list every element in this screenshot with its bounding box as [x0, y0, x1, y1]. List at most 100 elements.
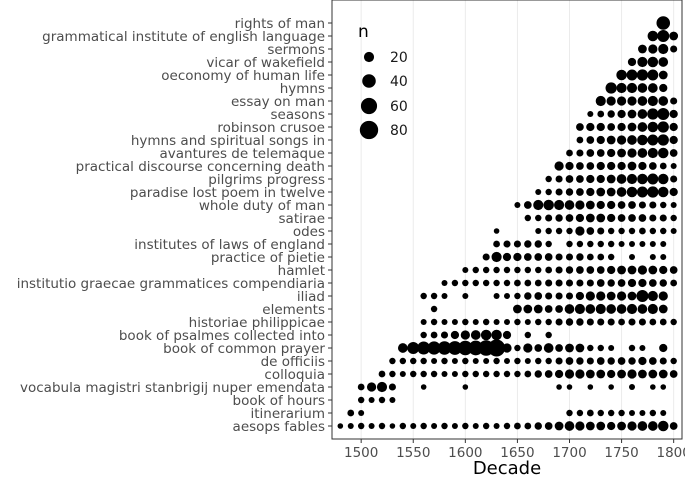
- data-point: [524, 422, 532, 430]
- data-point: [545, 279, 553, 287]
- data-point: [660, 227, 667, 235]
- y-tick-label: oeconomy of human life: [161, 68, 325, 84]
- data-point: [493, 292, 500, 300]
- data-point: [637, 122, 648, 132]
- data-point: [647, 69, 659, 81]
- data-point: [587, 240, 594, 248]
- data-point: [628, 318, 636, 326]
- data-point: [565, 253, 574, 261]
- legend: n 20 40 60 80: [358, 22, 408, 140]
- data-point: [368, 396, 375, 404]
- data-point: [554, 161, 564, 171]
- data-point: [658, 291, 668, 301]
- data-point: [514, 370, 521, 378]
- data-point: [503, 318, 511, 326]
- y-tick-label: vocabula magistri stanbrigij nuper emend…: [20, 380, 325, 396]
- data-point: [607, 409, 615, 417]
- data-point: [564, 200, 575, 210]
- data-point: [441, 318, 448, 326]
- data-point: [555, 279, 563, 287]
- data-point: [427, 341, 441, 355]
- data-point: [524, 214, 532, 222]
- data-point: [670, 214, 677, 222]
- data-point: [544, 370, 553, 378]
- data-point: [493, 357, 500, 365]
- data-point: [524, 279, 532, 287]
- y-tick-label: pilgrims progress: [208, 172, 325, 188]
- data-point: [514, 201, 521, 209]
- data-point: [627, 369, 637, 379]
- data-point: [627, 109, 637, 119]
- data-point: [597, 227, 605, 235]
- legend-key: [360, 97, 378, 115]
- data-point: [376, 381, 388, 393]
- legend-label: 60: [390, 99, 408, 115]
- data-point: [607, 161, 616, 171]
- data-point: [586, 136, 595, 144]
- data-point: [657, 186, 669, 198]
- y-tick-label: itinerarium: [251, 406, 326, 422]
- data-point: [659, 343, 668, 353]
- data-point: [596, 291, 606, 301]
- data-point: [451, 422, 458, 430]
- data-point: [544, 422, 553, 430]
- data-point: [545, 357, 552, 365]
- data-point: [596, 187, 606, 197]
- data-point: [595, 95, 606, 107]
- data-point: [637, 83, 648, 93]
- data-point: [514, 279, 521, 287]
- data-point: [647, 290, 658, 302]
- data-point: [565, 266, 574, 274]
- data-point: [628, 383, 636, 391]
- data-point: [649, 227, 657, 235]
- data-point: [639, 240, 646, 248]
- data-point: [514, 266, 521, 274]
- data-point: [628, 240, 636, 248]
- data-point: [565, 188, 574, 196]
- x-axis: 1500 1550 1600 1650 1700 1750 1800: [344, 439, 685, 461]
- data-point: [357, 422, 365, 430]
- data-point: [470, 330, 481, 340]
- data-point: [514, 318, 521, 326]
- data-point: [585, 369, 595, 379]
- data-point: [628, 409, 636, 417]
- data-point: [482, 279, 490, 287]
- data-point: [430, 318, 438, 326]
- data-point: [647, 421, 658, 431]
- y-tick-label: institutes of laws of england: [134, 237, 325, 253]
- x-tick-label: 1550: [396, 445, 430, 461]
- data-point: [627, 122, 637, 132]
- data-point: [493, 228, 500, 234]
- data-point: [586, 279, 594, 287]
- data-point: [534, 370, 542, 378]
- data-point: [545, 227, 552, 235]
- data-point: [606, 304, 617, 314]
- data-point: [586, 409, 594, 417]
- y-tick-label: colloquia: [264, 367, 325, 383]
- data-point: [659, 214, 667, 222]
- data-point: [670, 201, 677, 209]
- data-point: [544, 305, 553, 313]
- data-point: [430, 370, 438, 378]
- data-point: [626, 173, 638, 185]
- y-tick-label: essay on man: [231, 94, 325, 110]
- data-point: [389, 357, 396, 365]
- data-point: [472, 357, 479, 365]
- data-point: [618, 318, 625, 326]
- data-point: [565, 161, 574, 171]
- data-point: [647, 147, 658, 159]
- y-tick-label: historiae philippicae: [189, 315, 325, 331]
- data-point: [545, 266, 553, 274]
- data-point: [503, 279, 511, 287]
- data-point: [627, 421, 637, 431]
- data-point: [627, 148, 637, 158]
- data-point: [420, 422, 427, 430]
- data-point: [628, 201, 636, 209]
- data-point: [483, 357, 490, 365]
- y-tick-label: seasons: [271, 107, 326, 123]
- data-point: [647, 134, 659, 146]
- data-point: [534, 279, 542, 287]
- data-point: [647, 83, 658, 93]
- data-point: [460, 330, 470, 340]
- data-point: [565, 318, 574, 326]
